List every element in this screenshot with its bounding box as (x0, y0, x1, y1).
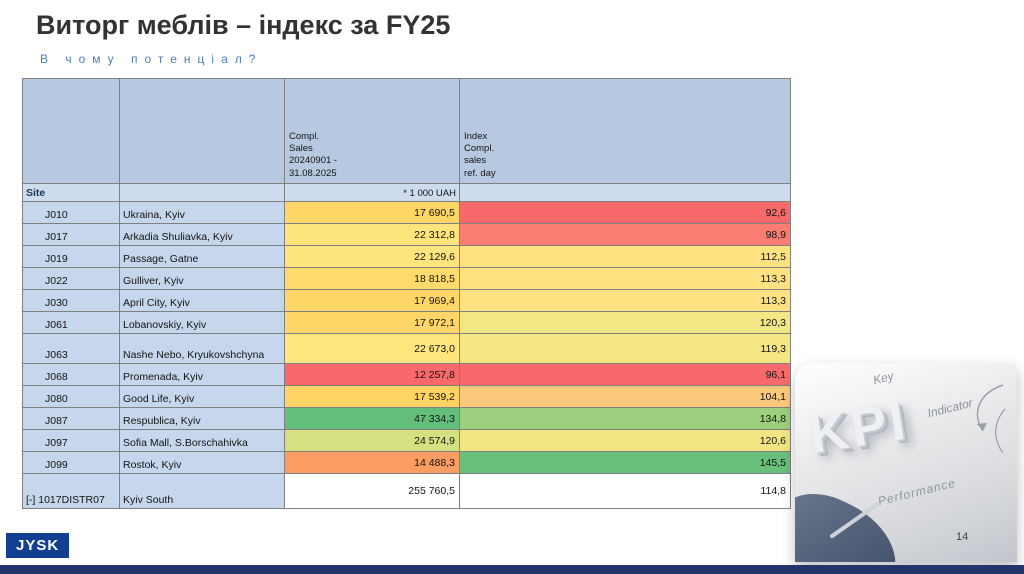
sales-index-table: Compl. Sales 20240901 - 31.08.2025 Index… (22, 78, 791, 509)
site-code-cell: [-] 1017DISTR07 (23, 474, 120, 509)
kpi-key-label: Key (871, 368, 896, 388)
site-name-cell: Gulliver, Kyiv (120, 268, 285, 290)
jysk-logo: JYSK (6, 533, 70, 558)
index-cell: 134,8 (460, 408, 791, 430)
curved-arrow-icon (976, 384, 1006, 454)
site-name-cell: Kyiv South (120, 474, 285, 509)
table-row: J022 Gulliver, Kyiv 18 818,5 113,3 (23, 268, 791, 290)
sales-cell: 47 334,3 (285, 408, 460, 430)
table-header-row: Compl. Sales 20240901 - 31.08.2025 Index… (23, 79, 791, 184)
table-row: J063 Nashe Nebo, Kryukovshchyna 22 673,0 11… (23, 334, 791, 364)
table-rows: J010 Ukraina, Kyiv 17 690,5 92,6 J017 Arkadia… (23, 202, 791, 509)
kpi-big-text: KPI (804, 390, 913, 466)
kpi-photo: KPI Key Indicator Performance (795, 363, 1017, 562)
site-name-cell: Promenada, Kyiv (120, 364, 285, 386)
index-cell: 114,8 (460, 474, 791, 509)
site-name-cell: Rostok, Kyiv (120, 452, 285, 474)
site-name-cell: Lobanovskiy, Kyiv (120, 312, 285, 334)
index-cell: 113,3 (460, 290, 791, 312)
site-code-cell: J068 (23, 364, 120, 386)
kpi-performance-label: Performance (876, 475, 958, 509)
index-cell: 96,1 (460, 364, 791, 386)
index-cell: 104,1 (460, 386, 791, 408)
site-name-cell: Passage, Gatne (120, 246, 285, 268)
sales-cell: 14 488,3 (285, 452, 460, 474)
sales-cell: 22 673,0 (285, 334, 460, 364)
index-cell: 112,5 (460, 246, 791, 268)
index-cell: 120,3 (460, 312, 791, 334)
index-cell: 113,3 (460, 268, 791, 290)
index-cell: 98,9 (460, 224, 791, 246)
sales-cell: 12 257,8 (285, 364, 460, 386)
sales-cell: 17 690,5 (285, 202, 460, 224)
sales-cell: 17 539,2 (285, 386, 460, 408)
table-row: J099 Rostok, Kyiv 14 488,3 145,5 (23, 452, 791, 474)
sales-cell: 22 312,8 (285, 224, 460, 246)
site-label: Site (23, 184, 120, 202)
site-code-cell: J022 (23, 268, 120, 290)
site-row: Site * 1 000 UAH (23, 184, 791, 202)
table-row: J061 Lobanovskiy, Kyiv 17 972,1 120,3 (23, 312, 791, 334)
table-row: J097 Sofia Mall, S.Borschahivka 24 574,9 12… (23, 430, 791, 452)
site-code-cell: J063 (23, 334, 120, 364)
site-code-cell: J017 (23, 224, 120, 246)
site-code-cell: J010 (23, 202, 120, 224)
site-code-cell: J097 (23, 430, 120, 452)
sales-cell: 22 129,6 (285, 246, 460, 268)
site-name-cell: Sofia Mall, S.Borschahivka (120, 430, 285, 452)
page-number: 14 (956, 531, 969, 543)
header-index: Index Compl. sales ref. day (460, 79, 791, 184)
site-code-cell: J099 (23, 452, 120, 474)
header-site-code-cell (23, 79, 120, 184)
table-row: J080 Good Life, Kyiv 17 539,2 104,1 (23, 386, 791, 408)
sales-cell: 255 760,5 (285, 474, 460, 509)
site-name-cell: Respublica, Kyiv (120, 408, 285, 430)
header-compl-sales: Compl. Sales 20240901 - 31.08.2025 (285, 79, 460, 184)
table-row: J068 Promenada, Kyiv 12 257,8 96,1 (23, 364, 791, 386)
table-row: J030 April City, Kyiv 17 969,4 113,3 (23, 290, 791, 312)
index-cell: 120,6 (460, 430, 791, 452)
index-cell: 92,6 (460, 202, 791, 224)
index-cell: 119,3 (460, 334, 791, 364)
page-subtitle: В чому потенціал? (40, 52, 263, 66)
index-cell: 145,5 (460, 452, 791, 474)
site-name-cell: Nashe Nebo, Kryukovshchyna (120, 334, 285, 364)
sales-cell: 17 972,1 (285, 312, 460, 334)
site-name-cell: April City, Kyiv (120, 290, 285, 312)
site-name-cell: Good Life, Kyiv (120, 386, 285, 408)
bottom-bar (0, 565, 1024, 574)
site-code-cell: J019 (23, 246, 120, 268)
site-name-cell: Ukraina, Kyiv (120, 202, 285, 224)
header-site-name-cell (120, 79, 285, 184)
site-code-cell: J087 (23, 408, 120, 430)
sales-cell: 17 969,4 (285, 290, 460, 312)
table-row: J017 Arkadia Shuliavka, Kyiv 22 312,8 98,9 (23, 224, 791, 246)
table-row: J019 Passage, Gatne 22 129,6 112,5 (23, 246, 791, 268)
site-name-cell: Arkadia Shuliavka, Kyiv (120, 224, 285, 246)
site-code-cell: J061 (23, 312, 120, 334)
table-row: J087 Respublica, Kyiv 47 334,3 134,8 (23, 408, 791, 430)
site-row-empty-2 (460, 184, 791, 202)
sales-cell: 18 818,5 (285, 268, 460, 290)
page-title: Виторг меблів – індекс за FY25 (36, 10, 451, 40)
unit-label: * 1 000 UAH (285, 184, 460, 202)
total-row: [-] 1017DISTR07 Kyiv South 255 760,5 114,8 (23, 474, 791, 509)
table-row: J010 Ukraina, Kyiv 17 690,5 92,6 (23, 202, 791, 224)
site-row-empty (120, 184, 285, 202)
site-code-cell: J080 (23, 386, 120, 408)
sales-cell: 24 574,9 (285, 430, 460, 452)
site-code-cell: J030 (23, 290, 120, 312)
